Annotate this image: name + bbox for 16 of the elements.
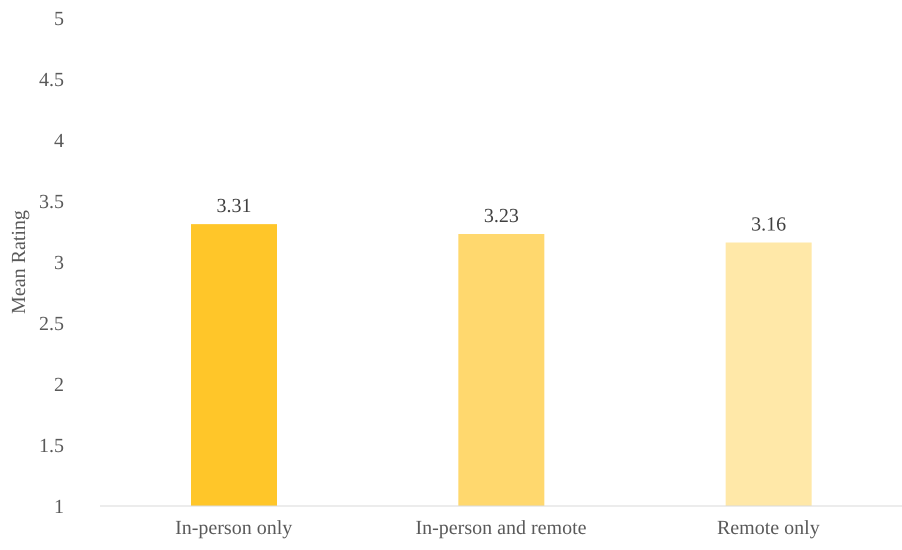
y-tick-label: 1	[54, 496, 64, 518]
data-label: 3.16	[751, 213, 786, 236]
x-tick-label: Remote only	[716, 517, 820, 540]
y-tick-label: 4.5	[39, 69, 64, 92]
data-label: 3.31	[216, 195, 252, 218]
y-tick-label: 2.5	[39, 313, 64, 336]
y-tick-label: 1.5	[39, 435, 64, 458]
x-tick-label: In-person and remote	[415, 517, 587, 540]
y-tick-label: 3	[54, 252, 64, 274]
y-tick-label: 4	[54, 130, 64, 152]
y-tick-label: 5	[54, 8, 64, 30]
data-label: 3.23	[484, 204, 519, 227]
y-axis-title: Mean Rating	[8, 210, 30, 314]
x-tick-label: In-person only	[175, 517, 292, 540]
y-tick-label: 3.5	[39, 191, 64, 214]
y-tick-label: 2	[54, 374, 64, 396]
